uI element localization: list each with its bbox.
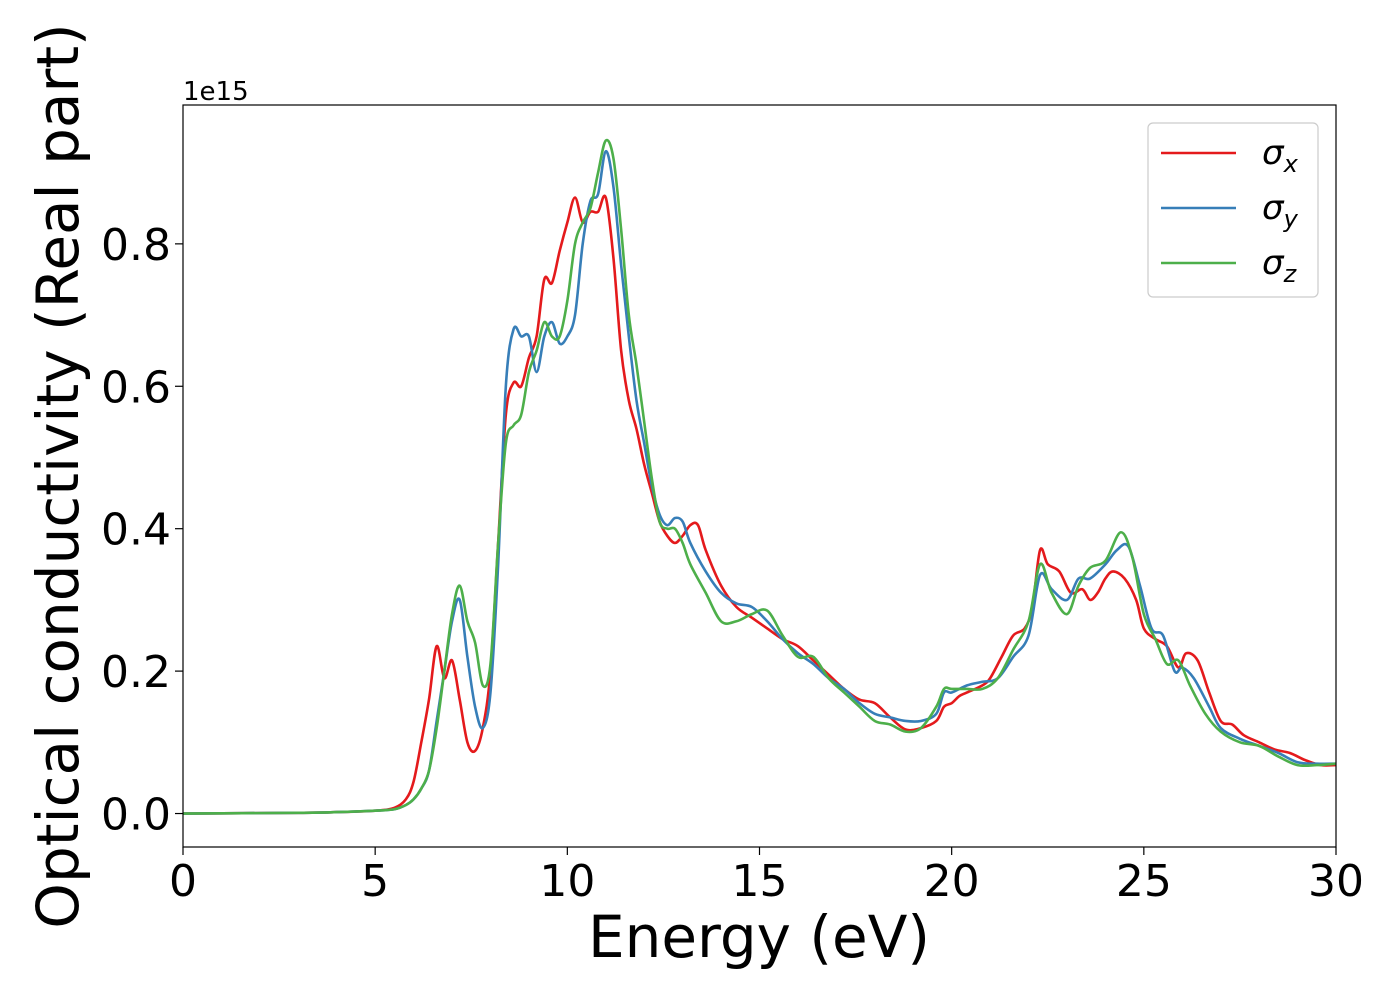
series-line-sigma-y: [183, 149, 1336, 815]
legend-label-sigma-y: σy: [1262, 188, 1299, 233]
x-tick-label: 5: [361, 856, 389, 907]
x-tick-label: 10: [539, 856, 595, 907]
legend-box: [1147, 122, 1319, 298]
y-offset-label: 1e15: [183, 77, 249, 107]
x-tick-label: 25: [1116, 856, 1172, 907]
series-layer: [183, 138, 1336, 815]
x-tick-label: 30: [1308, 856, 1364, 907]
legend-label-sigma-z: σz: [1262, 243, 1298, 288]
y-tick-label: 0.8: [101, 220, 171, 271]
x-tick-label: 0: [169, 856, 197, 907]
y-tick-label: 0.2: [101, 647, 171, 698]
y-axis-title: Optical conductivity (Real part): [24, 23, 92, 928]
x-tick-label: 20: [924, 856, 980, 907]
legend-label-sigma-x: σx: [1262, 133, 1299, 178]
y-axis-ticks: 0.0 0.2 0.4 0.6 0.8: [101, 220, 183, 841]
x-axis-ticks: 0 5 10 15 20 25 30: [169, 847, 1364, 907]
y-tick-label: 0.4: [101, 505, 171, 556]
y-tick-label: 0.6: [101, 362, 171, 413]
legend: σx σy σz: [1147, 122, 1319, 298]
x-axis-title: Energy (eV): [588, 903, 930, 971]
series-line-sigma-z: [183, 138, 1336, 815]
x-tick-label: 15: [732, 856, 788, 907]
y-tick-label: 0.0: [101, 790, 171, 841]
